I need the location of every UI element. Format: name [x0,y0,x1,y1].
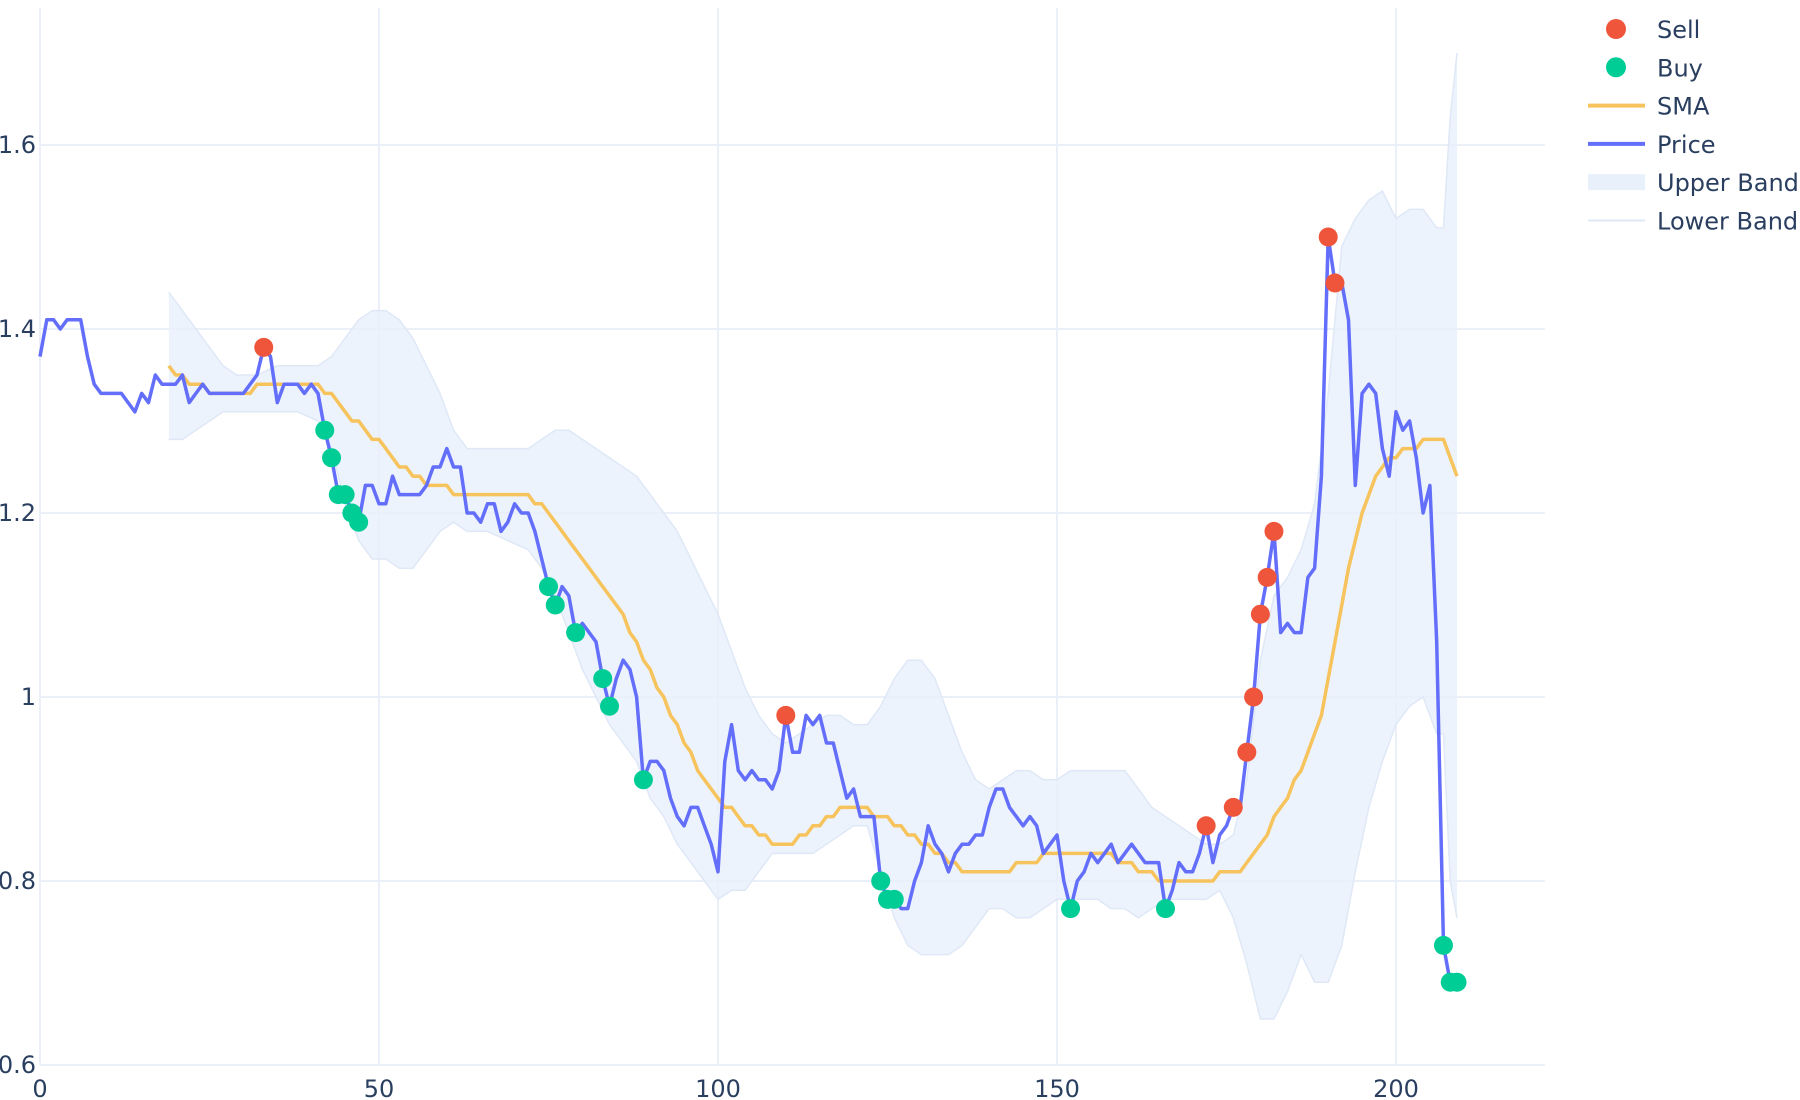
y-tick-label: 1.6 [0,131,36,159]
sell-marker [1244,687,1264,707]
sell-marker [1237,742,1257,762]
legend-swatch-buy [1606,57,1626,78]
legend-label: Sell [1657,16,1700,44]
legend-item-upper-band[interactable]: Upper Band [1588,169,1799,197]
sma-line [167,364,1459,883]
legend-label: Upper Band [1657,169,1799,197]
sell-marker [776,705,796,725]
x-tick-label: 50 [364,1075,395,1100]
lower-band-line [168,411,1458,1020]
legend: Sell Buy SMA Price Upper Band Lower Band [1588,16,1799,236]
buy-marker [566,623,586,643]
sell-marker [1264,521,1284,541]
buy-marker [322,448,342,468]
sell-marker [1318,227,1338,247]
x-tick-label: 100 [695,1075,741,1100]
buy-marker [884,889,904,909]
legend-item-lower-band[interactable]: Lower Band [1588,208,1798,236]
band-fill-area [168,53,1457,1019]
legend-item-price[interactable]: Price [1588,131,1716,159]
legend-item-sell[interactable]: Sell [1606,16,1700,44]
buy-marker [315,420,335,440]
sell-marker [1257,567,1277,587]
legend-label: Buy [1657,54,1703,82]
sell-marker [1250,604,1270,624]
buy-marker [335,485,355,505]
trade-markers [254,227,1467,992]
x-tick-label: 0 [32,1075,47,1100]
buy-marker [1433,935,1453,955]
legend-item-sma[interactable]: SMA [1588,93,1710,121]
y-tick-label: 1.2 [0,499,36,527]
x-tick-label: 150 [1034,1075,1080,1100]
buy-marker [633,770,653,790]
buy-marker [545,595,565,615]
buy-marker [593,669,613,689]
sell-marker [254,337,274,357]
legend-label: Lower Band [1657,208,1798,236]
buy-marker [1447,972,1467,992]
sell-marker [1223,797,1243,817]
y-tick-label: 0.6 [0,1051,36,1079]
y-tick-label: 0.8 [0,867,36,895]
x-tick-label: 200 [1373,1075,1419,1100]
price-line [38,235,1457,984]
y-tick-label: 1.4 [0,315,36,343]
y-tick-label: 1 [21,683,36,711]
legend-label: Price [1657,131,1716,159]
legend-item-buy[interactable]: Buy [1606,54,1703,82]
axis-tick-labels: 0 50 100 150 200 0.6 0.8 1 1.2 1.4 1.6 [0,131,1419,1100]
buy-marker [600,696,620,716]
upper-band-line [168,52,1458,845]
legend-label: SMA [1657,93,1710,121]
buy-marker [539,577,558,597]
buy-marker [871,871,891,891]
buy-marker [349,512,369,532]
buy-marker [1061,899,1081,919]
legend-swatch-upper-band [1588,174,1645,191]
series-lines [38,235,1459,984]
buy-marker [1155,899,1175,919]
legend-swatch-sell [1606,19,1626,39]
sell-marker [1196,816,1216,836]
bollinger-band [168,52,1458,1020]
sell-marker [1325,273,1345,293]
